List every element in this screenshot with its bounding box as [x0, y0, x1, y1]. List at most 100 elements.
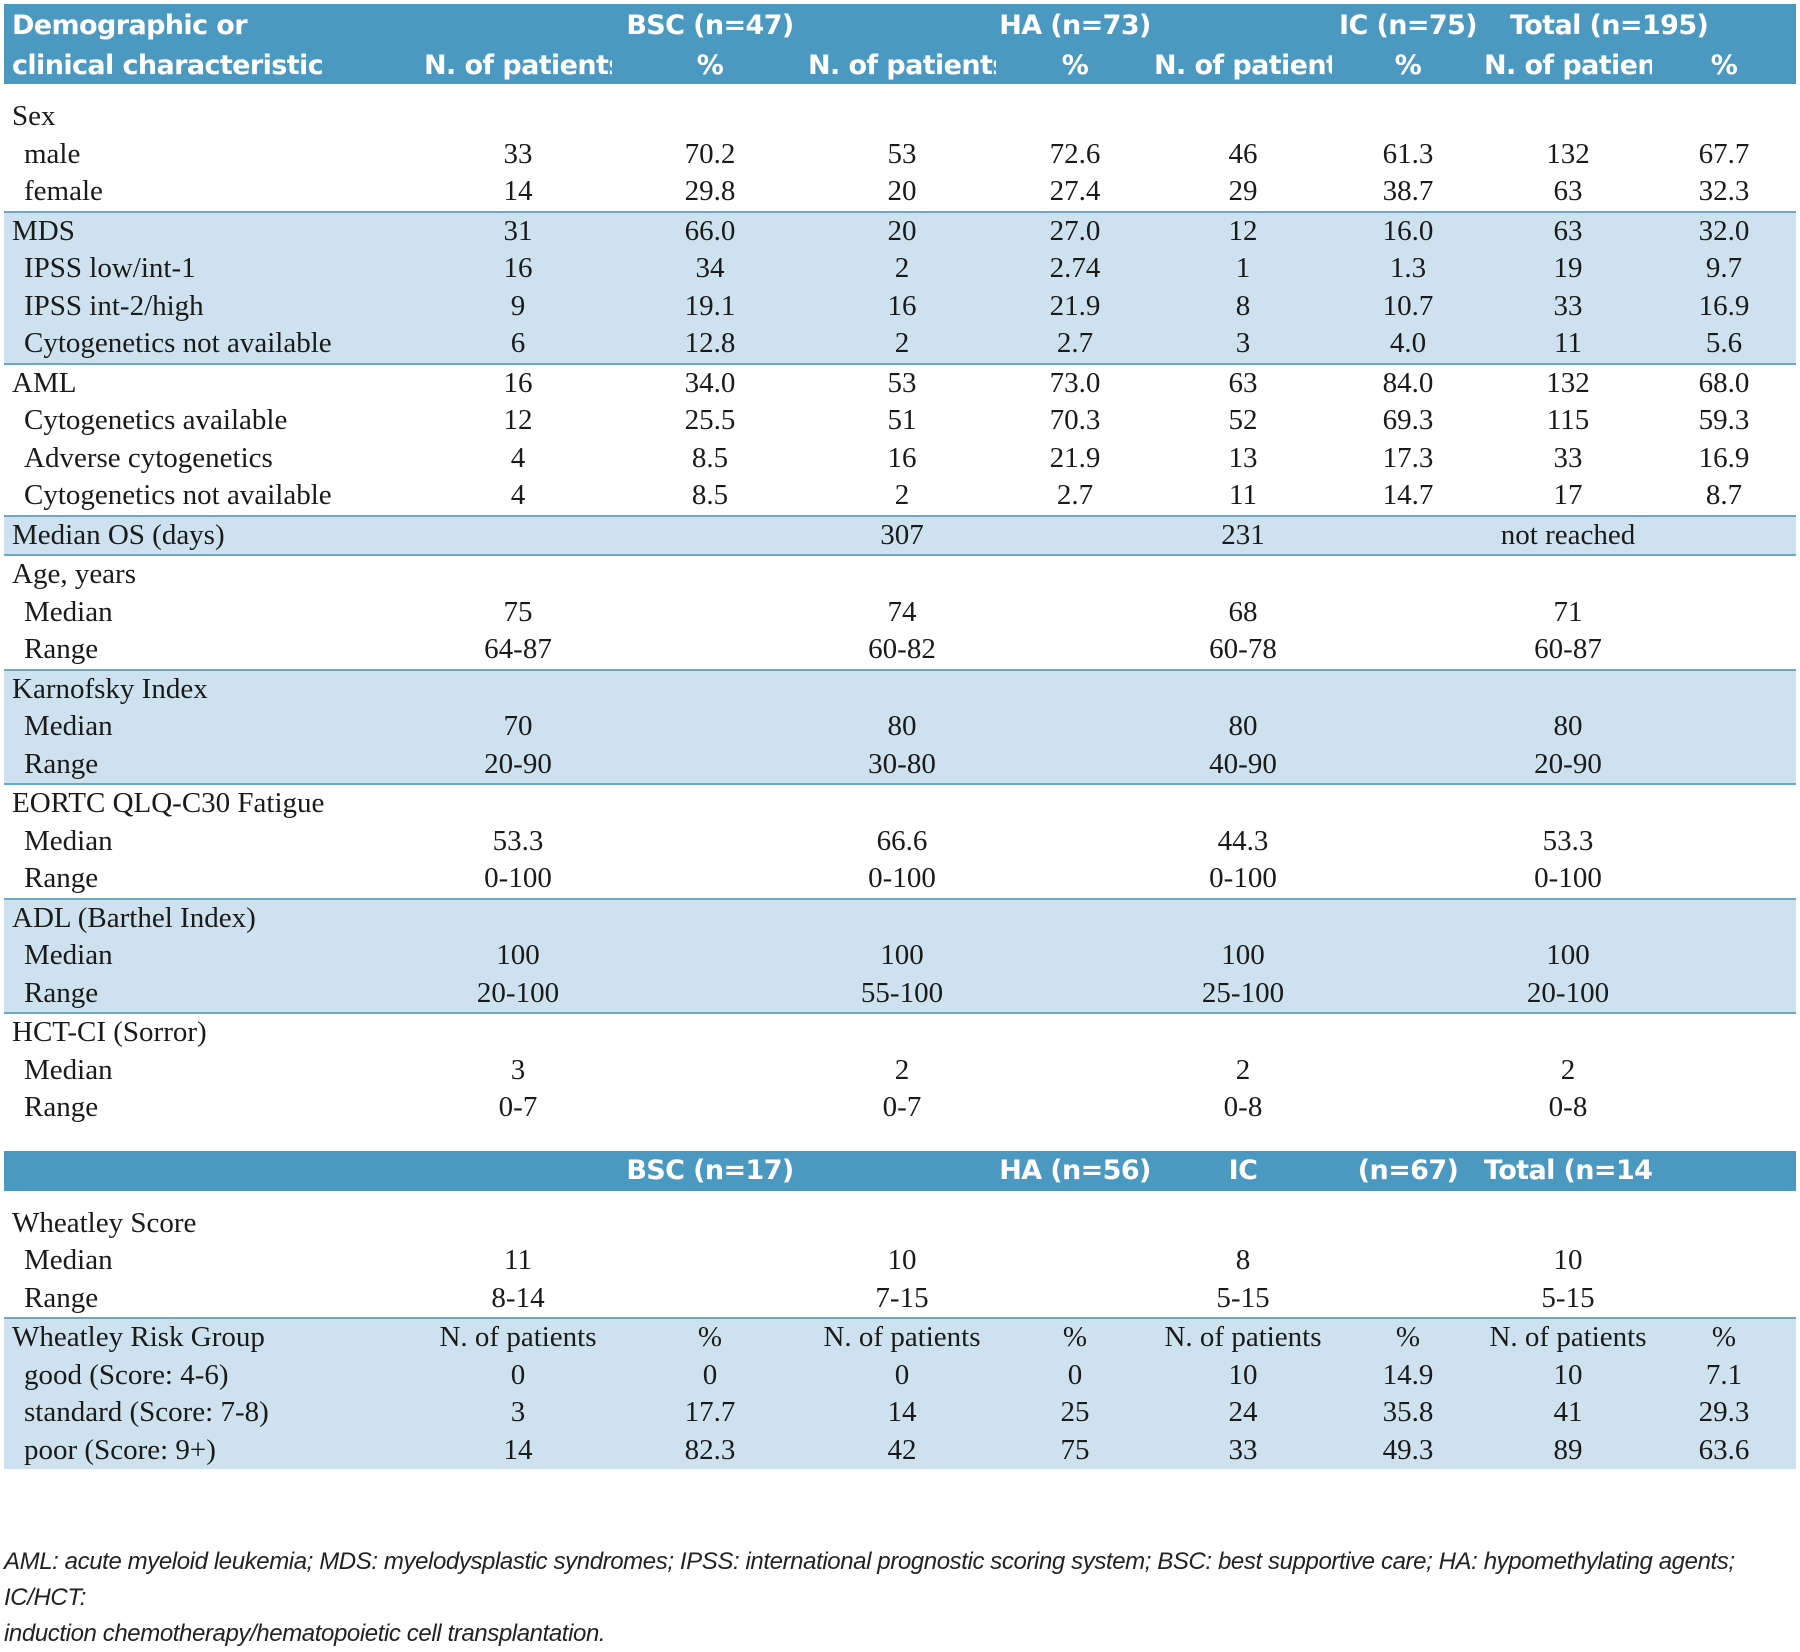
cell-percent: 16.9 — [1698, 289, 1750, 322]
cell-percent: 17.3 — [1382, 441, 1434, 474]
cell-count: 100 — [496, 939, 540, 971]
cell-percent: 82.3 — [684, 1433, 736, 1466]
cell-count: 53.3 — [492, 824, 544, 857]
cell-count — [1154, 554, 1332, 594]
header-bsc-pct: % — [696, 50, 724, 81]
cell-count: 2 — [894, 479, 910, 511]
cell-count: 10 — [1553, 1244, 1583, 1276]
cell-count: 60-78 — [1209, 633, 1277, 665]
header2-ic: IC — [1228, 1154, 1258, 1186]
cell-count: 89 — [1553, 1433, 1583, 1466]
cell-count: 70 — [503, 710, 533, 742]
row-label: Median — [24, 824, 113, 857]
cell-percent: 8.5 — [691, 441, 729, 474]
cell-count: 33 — [503, 137, 533, 170]
header2-ha: HA (n=56) — [999, 1154, 1151, 1186]
table-row: Range 0-7 0-7 0-8 0-8 — [4, 1089, 1796, 1127]
cell-count: 33 — [1228, 1433, 1258, 1466]
cell-percent — [1332, 631, 1484, 670]
cell-count: 231 — [1154, 514, 1332, 555]
cell-percent: % — [996, 1317, 1154, 1357]
cell-count: 71 — [1553, 595, 1583, 628]
cell-percent — [1332, 1205, 1484, 1243]
cell-count: 80 — [887, 710, 917, 742]
cell-count: N. of patients — [424, 1317, 612, 1357]
cell-percent: 7.1 — [1705, 1358, 1743, 1391]
cell-count: 20 — [808, 210, 996, 250]
cell-count: 42 — [887, 1433, 917, 1466]
cell-percent — [1652, 897, 1796, 937]
header-bsc-n: N. of patients — [424, 50, 612, 81]
cell-count — [424, 554, 612, 594]
row-label: Range — [24, 633, 99, 665]
cell-count — [808, 554, 996, 594]
cell-percent — [1332, 514, 1484, 555]
cell-count: 75 — [503, 595, 533, 628]
cell-percent — [612, 783, 808, 823]
cell-percent: 59.3 — [1698, 404, 1750, 436]
cell-percent — [612, 594, 808, 632]
row-label: Median — [24, 595, 113, 628]
cell-count: not reached — [1484, 514, 1652, 555]
row-label: IPSS low/int-1 — [24, 252, 196, 284]
cell-percent — [996, 1089, 1154, 1127]
cell-count — [1154, 668, 1332, 708]
cell-percent: 21.9 — [1049, 289, 1101, 322]
cell-count: 12 — [1154, 210, 1332, 250]
cell-percent: 29.3 — [1698, 1396, 1750, 1428]
cell-percent — [1652, 746, 1796, 785]
cell-percent: 38.7 — [1382, 175, 1434, 207]
table-row: Median OS (days) 307 231 not reached — [4, 514, 1796, 555]
cell-percent — [996, 1052, 1154, 1090]
cell-count — [1484, 1205, 1652, 1243]
header2-bsc: BSC (n=17) — [626, 1154, 794, 1186]
cell-percent: 25 — [1060, 1396, 1090, 1428]
cell-percent — [612, 823, 808, 861]
table-row: Cytogenetics not available 6 12.8 2 2.7 3 4.0 1… — [4, 325, 1796, 364]
cell-percent: 19.1 — [684, 289, 736, 322]
cell-count — [424, 98, 612, 136]
header-ha-pct: % — [1061, 50, 1089, 81]
cell-percent — [612, 514, 808, 555]
row-label: good (Score: 4-6) — [24, 1358, 229, 1391]
cell-count: 19 — [1553, 252, 1583, 284]
cell-percent: % — [612, 1317, 808, 1357]
cell-percent — [1332, 975, 1484, 1014]
cell-percent: 32.3 — [1698, 175, 1750, 207]
cell-percent: 67.7 — [1698, 137, 1750, 170]
cell-count — [1484, 783, 1652, 823]
row-label: Range — [24, 976, 99, 1009]
cell-count: 63 — [1553, 175, 1583, 207]
table-row: Range 20-100 55-100 25-100 20-100 — [4, 974, 1796, 1014]
cell-percent — [1652, 1012, 1796, 1052]
cell-count: 12 — [503, 404, 533, 436]
cell-count: 2 — [894, 327, 910, 359]
cell-count: 11 — [504, 1244, 532, 1276]
cell-count: 10 — [1228, 1358, 1258, 1391]
cell-percent — [612, 1205, 808, 1243]
row-label: Range — [24, 862, 99, 894]
cell-count: 6 — [510, 327, 526, 359]
cell-percent: 2.7 — [1056, 327, 1094, 359]
cell-percent — [996, 514, 1154, 555]
row-label: ADL (Barthel Index) — [4, 897, 424, 937]
cell-count: 55-100 — [860, 976, 944, 1009]
cell-percent — [1652, 783, 1796, 823]
cell-percent — [1332, 1242, 1484, 1280]
cell-percent — [612, 860, 808, 899]
cell-percent — [612, 708, 808, 746]
cell-count — [1484, 897, 1652, 937]
table-row: poor (Score: 9+) 14 82.3 42 75 33 49.3 89 63.6 — [4, 1431, 1796, 1469]
cell-percent — [1332, 1012, 1484, 1052]
cell-percent: 16.0 — [1332, 210, 1484, 250]
cell-percent — [1652, 631, 1796, 670]
cell-count — [808, 668, 996, 708]
cell-percent: 0 — [702, 1358, 718, 1391]
table-row: HCT-CI (Sorror) — [4, 1012, 1796, 1052]
cell-percent — [996, 897, 1154, 937]
table-row: Cytogenetics not available 4 8.5 2 2.7 11 14.7… — [4, 477, 1796, 516]
table-row: Cytogenetics available 12 25.5 51 70.3 52 69.3… — [4, 402, 1796, 440]
cell-percent: 49.3 — [1382, 1433, 1434, 1466]
cell-percent — [1652, 668, 1796, 708]
table-row: Median 70 80 80 80 — [4, 708, 1796, 746]
